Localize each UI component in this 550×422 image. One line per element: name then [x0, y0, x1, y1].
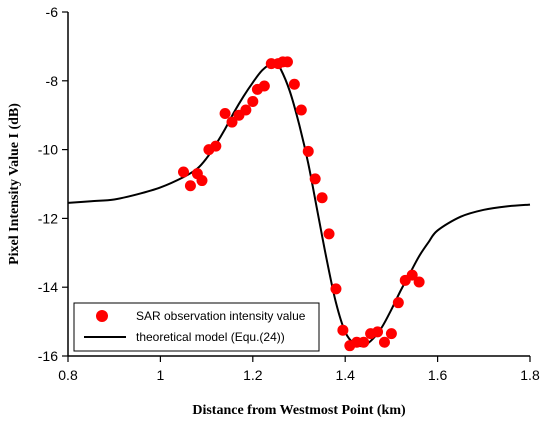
- y-tick-label: -16: [38, 348, 58, 364]
- y-tick-label: -8: [46, 73, 59, 89]
- legend-observation-label: SAR observation intensity value: [136, 309, 306, 323]
- observation-point: [316, 192, 328, 204]
- observation-point: [358, 336, 370, 348]
- observation-point: [295, 104, 307, 116]
- observation-point: [288, 78, 300, 90]
- observation-point: [330, 283, 342, 295]
- observation-point: [385, 328, 397, 340]
- y-tick-label: -10: [38, 142, 58, 158]
- y-axis-ticks: -6 -8 -10 -12 -14 -16: [38, 4, 68, 364]
- x-axis-ticks: 0.8 1 1.2 1.4 1.6 1.8: [58, 356, 540, 383]
- observation-point: [337, 324, 349, 336]
- y-tick-label: -6: [46, 4, 59, 20]
- legend-observation-marker: [96, 310, 108, 322]
- observation-points: [178, 56, 425, 352]
- observation-point: [413, 276, 425, 288]
- x-tick-label: 0.8: [58, 367, 78, 383]
- observation-point: [184, 180, 196, 192]
- observation-point: [281, 56, 293, 68]
- x-tick-label: 1.4: [335, 367, 355, 383]
- x-tick-label: 1.8: [520, 367, 540, 383]
- observation-point: [323, 228, 335, 240]
- observation-point: [178, 166, 189, 178]
- observation-point: [372, 326, 384, 338]
- x-axis-title: Distance from Westmost Point (km): [192, 403, 406, 418]
- y-tick-label: -12: [38, 210, 58, 226]
- observation-point: [210, 140, 222, 152]
- legend-box: [73, 302, 320, 352]
- legend: SAR observation intensity value theoreti…: [73, 302, 320, 352]
- observation-point: [196, 175, 208, 187]
- x-tick-label: 1.6: [428, 367, 448, 383]
- observation-point: [240, 104, 252, 116]
- observation-point: [302, 145, 314, 157]
- y-axis-title: Pixel Intensity Value I (dB): [7, 103, 22, 265]
- y-tick-label: -14: [38, 279, 58, 295]
- plot-frame: [67, 12, 530, 357]
- model-curve: [67, 61, 531, 348]
- legend-model-label: theoretical model (Equ.(24)): [136, 330, 285, 344]
- observation-point: [258, 80, 270, 92]
- observation-point: [219, 107, 231, 119]
- observation-point: [226, 116, 238, 128]
- x-tick-label: 1: [157, 367, 165, 383]
- observation-point: [378, 336, 390, 348]
- observation-point: [406, 269, 418, 281]
- observation-point: [392, 297, 404, 309]
- x-tick-label: 1.2: [243, 367, 263, 383]
- observation-point: [309, 173, 321, 185]
- observation-point: [247, 95, 259, 107]
